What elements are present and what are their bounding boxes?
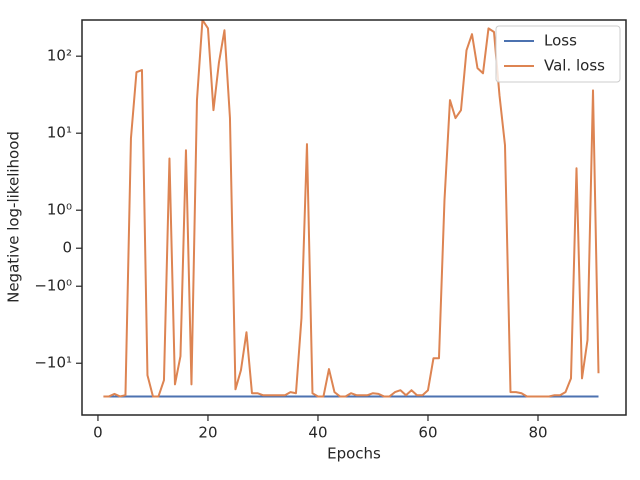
y-tick-label: 0 (62, 239, 72, 257)
y-tick-label: 10⁰ (47, 201, 72, 219)
line-series (103, 20, 600, 398)
plot-frame (81, 19, 627, 416)
x-axis-label: Epochs (327, 445, 381, 463)
x-tick-label: 20 (198, 424, 217, 442)
y-tick-label: 10¹ (47, 124, 72, 142)
x-tick-label: 40 (308, 424, 327, 442)
legend-label: Loss (544, 32, 577, 50)
y-tick-label: 10² (47, 47, 72, 65)
legend-label: Val. loss (544, 57, 605, 75)
y-axis-label: Negative log-likelihood (5, 131, 23, 303)
x-tick-label: 60 (418, 424, 437, 442)
x-tick-label: 0 (93, 424, 103, 442)
x-tick-label: 80 (528, 424, 547, 442)
y-tick-label: −10⁰ (34, 277, 72, 295)
y-tick-label: −10¹ (34, 354, 72, 372)
